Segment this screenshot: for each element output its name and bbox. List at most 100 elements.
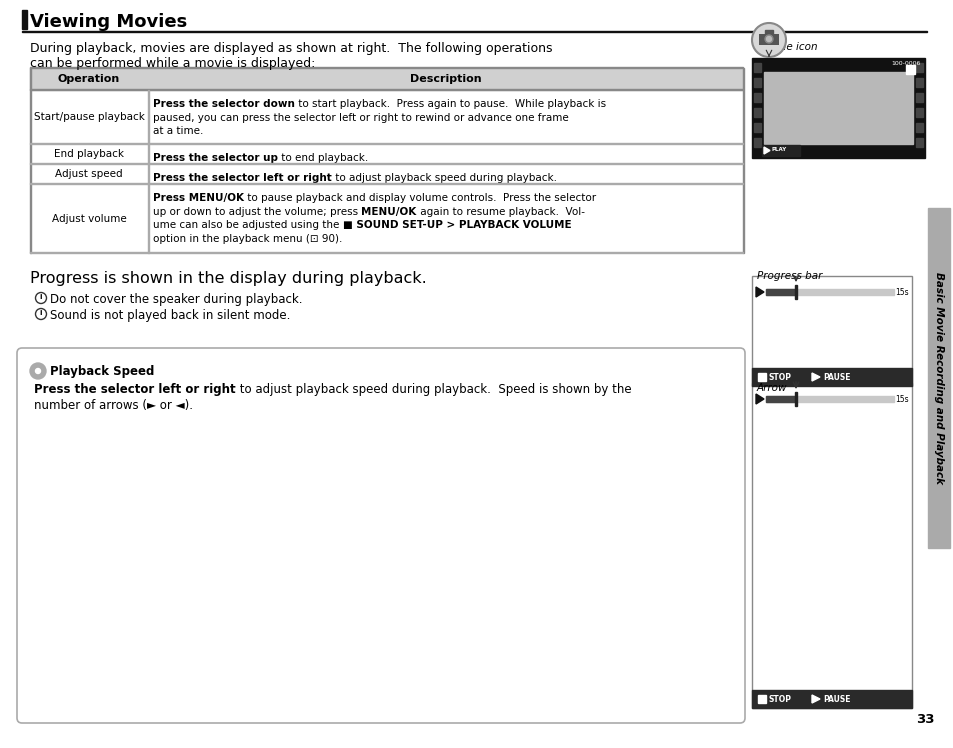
Bar [751, 383, 911, 708]
Bar [915, 78, 923, 87]
Text: Press MENU/OK: Press MENU/OK [152, 193, 244, 203]
Text: PAUSE: PAUSE [822, 373, 850, 382]
Text: Sound is not played back in silent mode.: Sound is not played back in silent mode. [50, 309, 290, 322]
Bar [761, 145, 800, 156]
Text: ■ SOUND SET-UP > PLAYBACK VOLUME: ■ SOUND SET-UP > PLAYBACK VOLUME [342, 220, 571, 230]
Text: Basic Movie Recording and Playback: Basic Movie Recording and Playback [933, 272, 943, 484]
Text: Movie icon: Movie icon [761, 42, 817, 52]
Circle shape [751, 23, 785, 57]
Text: PAUSE: PAUSE [822, 695, 850, 704]
Text: Progress is shown in the display during playback.: Progress is shown in the display during … [30, 271, 426, 286]
Text: to end playback.: to end playback. [277, 153, 368, 163]
Bar [753, 63, 760, 72]
Text: Press the selector left or right: Press the selector left or right [34, 383, 235, 396]
Bar [765, 396, 795, 402]
Text: ume can also be adjusted using the: ume can also be adjusted using the [152, 220, 342, 230]
Bar [751, 368, 911, 386]
Text: up or down to adjust the volume; press: up or down to adjust the volume; press [152, 206, 361, 216]
Polygon shape [811, 373, 820, 381]
Text: number of arrows (► or ◄).: number of arrows (► or ◄). [34, 399, 193, 412]
Bar [751, 276, 911, 386]
Text: Adjust volume: Adjust volume [51, 213, 126, 224]
Text: Progress bar: Progress bar [757, 271, 821, 281]
Bar [30, 143, 742, 144]
Bar [22, 31, 926, 32]
Polygon shape [755, 394, 763, 404]
Text: 33: 33 [916, 713, 934, 726]
Text: again to resume playback.  Vol-: again to resume playback. Vol- [416, 206, 584, 216]
Bar [915, 108, 923, 117]
Text: Start/pause playback: Start/pause playback [33, 112, 144, 122]
Text: i: i [40, 294, 42, 300]
Text: to adjust playback speed during playback.  Speed is shown by the: to adjust playback speed during playback… [235, 383, 631, 396]
Bar [915, 63, 923, 72]
Bar [30, 183, 742, 184]
Bar [794, 392, 796, 406]
Text: Press the selector up: Press the selector up [152, 153, 277, 163]
Bar [905, 65, 914, 74]
Circle shape [35, 292, 47, 304]
Text: During playback, movies are displayed as shown at right.  The following operatio: During playback, movies are displayed as… [30, 42, 552, 55]
Text: 100-0006: 100-0006 [891, 61, 920, 66]
Text: Press the selector down: Press the selector down [152, 99, 294, 109]
Text: MENU/OK: MENU/OK [361, 206, 416, 216]
Bar [915, 123, 923, 132]
Bar [753, 123, 760, 132]
Polygon shape [755, 287, 763, 297]
Bar [30, 67, 742, 68]
Bar [753, 138, 760, 147]
Bar [751, 690, 911, 708]
Circle shape [764, 35, 772, 43]
Text: Description: Description [409, 74, 481, 84]
Bar [794, 285, 796, 299]
Text: Arrow: Arrow [757, 383, 786, 393]
Circle shape [35, 308, 47, 319]
Polygon shape [763, 147, 769, 154]
Bar [753, 108, 760, 117]
Text: End playback: End playback [54, 149, 124, 159]
Text: STOP: STOP [768, 695, 791, 704]
Text: to adjust playback speed during playback.: to adjust playback speed during playback… [332, 173, 557, 183]
Text: to pause playback and display volume controls.  Press the selector: to pause playback and display volume con… [244, 193, 596, 203]
Text: Viewing Movies: Viewing Movies [30, 13, 187, 31]
Bar [765, 289, 795, 295]
Bar [148, 144, 149, 164]
Bar [763, 72, 912, 144]
Bar [148, 90, 149, 144]
Polygon shape [811, 695, 820, 703]
Text: paused, you can press the selector left or right to rewind or advance one frame: paused, you can press the selector left … [152, 112, 568, 123]
Text: Playback Speed: Playback Speed [50, 365, 154, 378]
Bar [148, 164, 149, 184]
Text: at a time.: at a time. [152, 126, 203, 136]
Text: can be performed while a movie is displayed:: can be performed while a movie is displa… [30, 57, 315, 70]
Bar [753, 93, 760, 102]
Bar [765, 396, 893, 402]
Text: STOP: STOP [768, 373, 791, 382]
Bar [927, 208, 949, 548]
FancyBboxPatch shape [17, 348, 744, 723]
Text: Adjust speed: Adjust speed [55, 169, 123, 179]
Bar [759, 34, 779, 45]
Text: Do not cover the speaker during playback.: Do not cover the speaker during playback… [50, 293, 302, 306]
Text: to start playback.  Press again to pause.  While playback is: to start playback. Press again to pause.… [294, 99, 605, 109]
Text: PLAY: PLAY [771, 147, 786, 152]
Bar [753, 78, 760, 87]
Bar [30, 68, 742, 90]
Bar [765, 289, 893, 295]
Bar [758, 373, 765, 381]
Bar [764, 30, 772, 34]
Text: Operation: Operation [58, 74, 120, 84]
Circle shape [35, 369, 40, 373]
Text: option in the playback menu (⊡ 90).: option in the playback menu (⊡ 90). [152, 233, 342, 244]
Bar [758, 695, 765, 703]
Text: 15s: 15s [895, 395, 908, 404]
Bar [915, 138, 923, 147]
Bar [30, 89, 742, 90]
Text: 15s: 15s [895, 288, 908, 297]
Bar [22, 10, 27, 29]
Bar [30, 252, 742, 253]
Text: i: i [40, 310, 42, 316]
Text: Press the selector left or right: Press the selector left or right [152, 173, 332, 183]
Circle shape [30, 363, 46, 379]
Circle shape [765, 37, 771, 41]
